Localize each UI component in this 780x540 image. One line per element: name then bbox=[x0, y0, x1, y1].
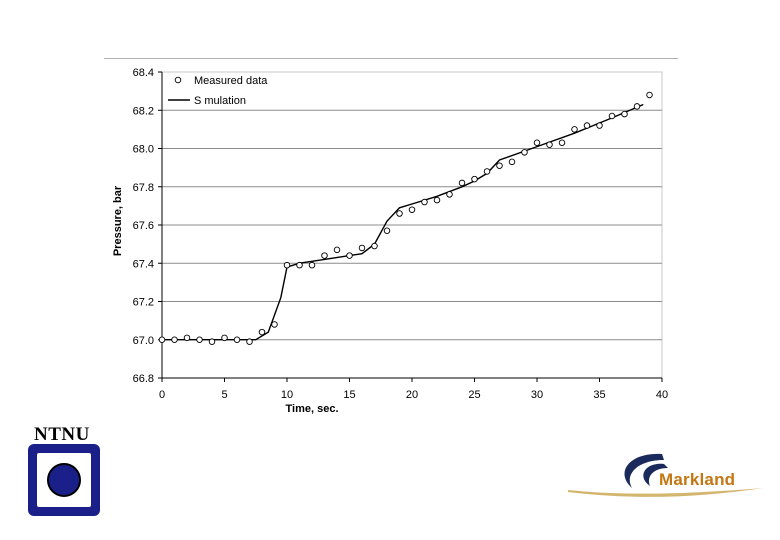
measured-point bbox=[233, 336, 241, 344]
measured-point bbox=[321, 252, 328, 259]
measured-point bbox=[608, 112, 616, 120]
measured-point bbox=[533, 139, 541, 147]
measured-point bbox=[433, 196, 441, 204]
measured-point bbox=[308, 261, 316, 269]
measured-point bbox=[383, 227, 391, 234]
measured-point bbox=[346, 252, 353, 259]
measured-point bbox=[583, 122, 591, 129]
top-divider-line bbox=[104, 58, 678, 59]
y-tick-label: 68.4 bbox=[133, 67, 154, 79]
y-tick-label: 67.4 bbox=[133, 258, 154, 270]
legend-label-measured: Measured data bbox=[194, 75, 268, 87]
measured-point bbox=[271, 321, 278, 328]
x-tick-label: 15 bbox=[343, 389, 355, 401]
ntnu-label: NTNU bbox=[34, 424, 90, 445]
y-tick-label: 67.6 bbox=[133, 220, 154, 232]
measured-point bbox=[471, 175, 478, 183]
measured-point bbox=[396, 210, 403, 217]
measured-point bbox=[596, 122, 603, 129]
measured-point bbox=[521, 149, 528, 156]
measured-point bbox=[258, 328, 266, 336]
markland-logo bbox=[568, 453, 764, 497]
measured-point bbox=[508, 158, 516, 166]
markland-swoosh-outer bbox=[624, 453, 664, 488]
measured-point bbox=[196, 336, 203, 344]
x-tick-label: 10 bbox=[281, 389, 293, 401]
x-tick-label: 20 bbox=[406, 389, 418, 401]
y-tick-label: 68.2 bbox=[133, 105, 154, 117]
measured-point bbox=[421, 198, 428, 206]
measured-point bbox=[496, 162, 503, 169]
measured-point bbox=[283, 261, 291, 269]
y-tick-label: 68.0 bbox=[133, 144, 154, 156]
measured-point bbox=[371, 242, 378, 250]
simulation-line bbox=[162, 103, 644, 341]
x-tick-label: 0 bbox=[159, 389, 165, 401]
measured-point bbox=[446, 191, 453, 198]
markland-swoosh-inner bbox=[643, 463, 668, 486]
y-tick-label: 67.0 bbox=[133, 335, 154, 347]
x-tick-label: 5 bbox=[221, 389, 227, 401]
measured-point bbox=[208, 338, 216, 345]
x-tick-label: 35 bbox=[593, 389, 605, 401]
measured-point bbox=[221, 334, 228, 342]
x-tick-label: 40 bbox=[656, 389, 668, 401]
measured-point bbox=[558, 139, 566, 147]
x-tick-label: 25 bbox=[468, 389, 480, 401]
ntnu-logo-inner bbox=[37, 453, 91, 507]
measured-point bbox=[296, 261, 303, 269]
measured-point bbox=[571, 126, 578, 133]
x-axis-title: Time, sec. bbox=[286, 403, 339, 415]
measured-point bbox=[633, 103, 641, 110]
x-tick-label: 30 bbox=[531, 389, 543, 401]
measured-point bbox=[546, 141, 553, 148]
measured-point bbox=[646, 91, 653, 99]
ntnu-logo-circle bbox=[47, 463, 81, 497]
measured-point bbox=[158, 336, 166, 344]
measured-point bbox=[408, 206, 416, 213]
ntnu-logo bbox=[28, 444, 100, 516]
measured-point bbox=[621, 110, 628, 118]
measured-point bbox=[171, 336, 178, 344]
y-tick-label: 67.8 bbox=[133, 182, 154, 194]
markland-name: Markland bbox=[659, 470, 736, 489]
legend-marker-measured bbox=[174, 76, 182, 84]
measured-point bbox=[458, 179, 466, 187]
legend-label-simulation: S mulation bbox=[194, 95, 246, 107]
y-axis-title: Pressure, bar bbox=[112, 185, 124, 256]
y-tick-label: 66.8 bbox=[133, 373, 154, 385]
measured-point bbox=[333, 246, 341, 254]
measured-point bbox=[246, 338, 253, 345]
measured-point bbox=[483, 168, 491, 175]
measured-point bbox=[183, 334, 191, 342]
y-tick-label: 67.2 bbox=[133, 297, 154, 309]
markland-underline bbox=[568, 488, 764, 497]
measured-point bbox=[358, 244, 366, 252]
